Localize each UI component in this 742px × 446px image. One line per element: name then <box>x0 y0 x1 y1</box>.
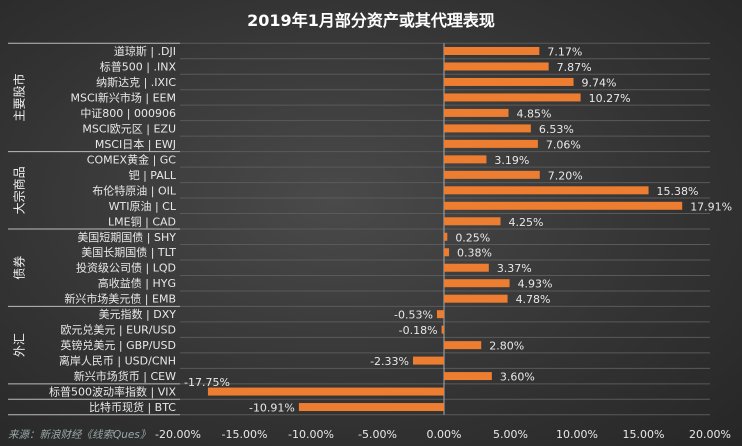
data-label: 15.38% <box>657 185 699 198</box>
chart-title: 2019年1月部分资产或其代理表现 <box>247 11 495 30</box>
x-tick-label: 5.00% <box>493 428 528 441</box>
source-note: 来源：新浪财经《线索Ques》 <box>8 429 150 441</box>
x-tick-label: -15.00% <box>222 428 268 441</box>
bar <box>444 217 501 226</box>
category-label: 离岸人民币 | USD/CNH <box>59 354 176 368</box>
category-label: 美元指数 | DXY <box>99 307 177 321</box>
bar <box>444 93 581 102</box>
bar <box>444 186 649 195</box>
data-label: 17.91% <box>690 200 732 213</box>
data-label: -10.91% <box>249 402 295 415</box>
bar <box>444 248 450 257</box>
category-label: 标普500 | .INX <box>100 59 177 73</box>
group-label: 债券 <box>12 256 27 280</box>
data-label: 0.38% <box>457 247 492 260</box>
bar <box>444 139 538 148</box>
data-label: 4.93% <box>518 278 553 291</box>
data-label: 6.53% <box>539 123 574 136</box>
category-label: WTI原油 | CL <box>109 199 177 213</box>
bar <box>444 372 492 381</box>
category-label: LME铜 | CAD <box>108 214 176 228</box>
group-label: 主要股市 <box>12 73 27 121</box>
x-tick-label: 20.00% <box>689 428 731 441</box>
data-label: 9.74% <box>582 76 617 89</box>
category-label: 中证800 | 000906 <box>80 107 176 120</box>
category-label: MSCI欧元区 | EZU <box>82 122 176 135</box>
data-label: 0.25% <box>455 231 490 244</box>
category-label: 高收益债 | HYG <box>98 276 176 290</box>
bar <box>298 403 444 412</box>
bar <box>207 387 444 396</box>
bar <box>441 325 444 334</box>
category-label: MSCI新兴市场 | EEM <box>71 90 177 104</box>
data-label: -2.33% <box>370 355 409 368</box>
category-label: COMEX黄金 | GC <box>87 152 177 166</box>
bar <box>444 155 487 164</box>
data-label: 7.20% <box>548 169 583 182</box>
x-tick-label: 15.00% <box>623 428 665 441</box>
category-label: 新兴市场货币 | CEW <box>74 369 176 383</box>
bar <box>444 341 482 350</box>
group-label: 外汇 <box>13 333 27 357</box>
bar <box>444 62 549 71</box>
data-label: -0.18% <box>399 324 438 337</box>
category-label: 标普500波动率指数 | VIX <box>49 385 176 399</box>
category-label: 比特币现货 | BTC <box>89 400 176 414</box>
data-label: 4.78% <box>516 293 551 306</box>
data-label: 3.60% <box>500 371 535 384</box>
data-label: 7.87% <box>557 61 592 74</box>
category-label: 新兴市场美元债 | EMB <box>64 292 176 306</box>
bar <box>444 294 508 303</box>
bar <box>444 170 540 179</box>
x-tick-label: -10.00% <box>288 428 334 441</box>
data-label: 2.80% <box>489 340 524 353</box>
bar <box>444 124 531 133</box>
data-label: -0.53% <box>394 309 433 322</box>
data-label: 3.37% <box>497 262 532 275</box>
x-tick-label: -5.00% <box>358 428 397 441</box>
bar <box>444 47 540 55</box>
data-label: 7.06% <box>546 138 581 151</box>
category-label: 布伦特原油 | OIL <box>92 183 177 197</box>
data-label: 3.19% <box>494 154 529 167</box>
group-label: 大宗商品 <box>12 166 27 214</box>
bar <box>444 232 448 241</box>
category-label: 美国长期国债 | TLT <box>81 245 176 259</box>
bar <box>444 201 683 210</box>
bar <box>444 108 509 117</box>
x-tick-label: 0.00% <box>427 428 462 441</box>
bar <box>444 279 510 288</box>
category-label: 纳斯达克 | .IXIC <box>96 76 176 89</box>
category-label: 欧元兑美元 | EUR/USD <box>60 323 176 337</box>
bar <box>444 263 489 272</box>
category-label: 道琼斯 | .DJI <box>114 44 176 58</box>
category-label: MSCI日本 | EWJ <box>95 137 176 151</box>
data-label: 4.25% <box>509 216 544 229</box>
data-label: 7.17% <box>547 46 582 59</box>
bar <box>444 77 574 86</box>
bar <box>436 310 444 319</box>
data-label: 10.27% <box>589 92 631 105</box>
x-tick-label: -20.00% <box>155 428 201 441</box>
bar <box>413 356 444 365</box>
data-label: 4.85% <box>517 107 552 120</box>
category-label: 英镑兑美元 | GBP/USD <box>60 338 176 352</box>
x-tick-label: 10.00% <box>556 428 598 441</box>
category-label: 美国短期国债 | SHY <box>77 230 176 244</box>
category-label: 钯 | PALL <box>129 169 177 182</box>
data-label: -17.75% <box>184 376 230 389</box>
category-label: 投资级公司债 | LQD <box>76 261 176 275</box>
